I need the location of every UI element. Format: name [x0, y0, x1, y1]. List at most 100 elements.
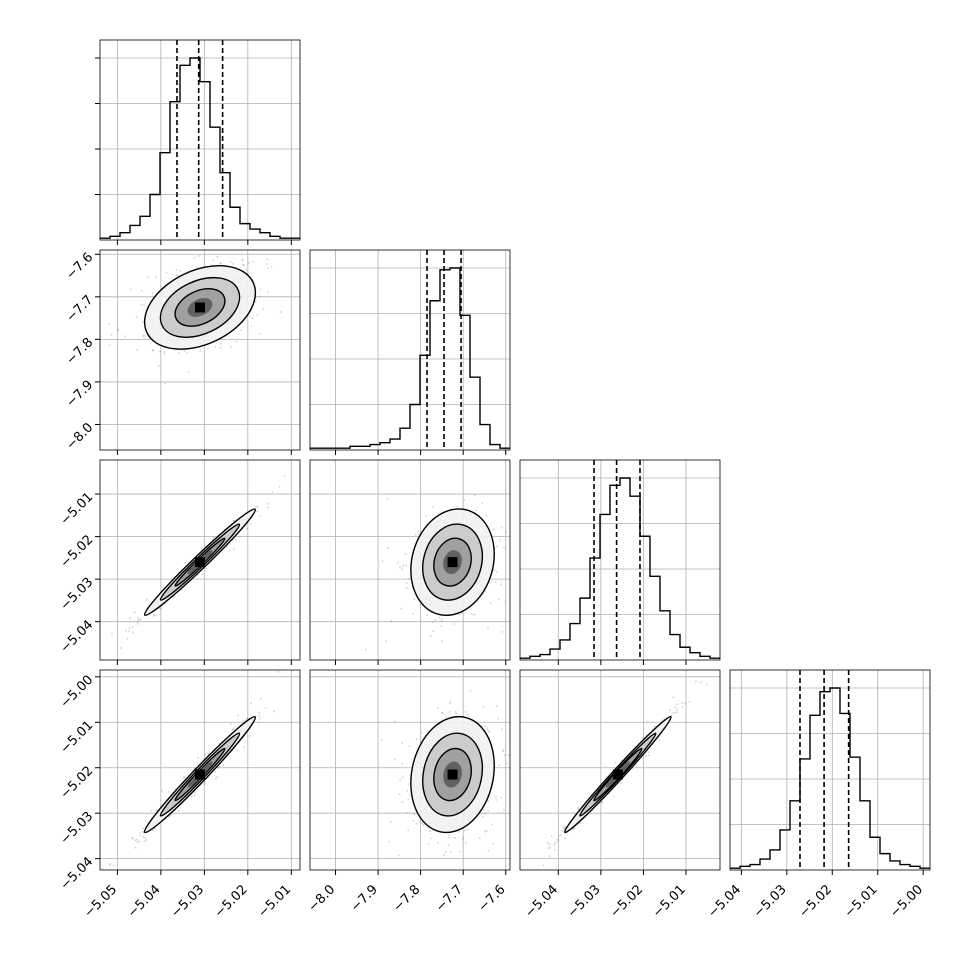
scatter-point: [110, 872, 112, 874]
scatter-point: [264, 707, 267, 710]
scatter-point: [573, 812, 576, 815]
scatter-point: [245, 269, 248, 271]
scatter-point: [265, 263, 268, 265]
scatter-point: [488, 731, 490, 733]
scatter-point: [440, 640, 443, 643]
scatter-point: [466, 713, 469, 716]
scatter-point: [434, 619, 437, 621]
scatter-point: [137, 619, 139, 622]
scatter-panel-3-1: [95, 445, 325, 665]
scatter-point: [387, 547, 390, 549]
scatter-point: [142, 335, 145, 338]
scatter-point: [139, 831, 141, 834]
scatter-point: [250, 325, 253, 328]
scatter-point: [220, 261, 223, 264]
scatter-point: [495, 799, 498, 801]
scatter-point: [380, 739, 383, 741]
scatter-point: [306, 458, 308, 460]
scatter-point: [156, 809, 158, 812]
scatter-point: [388, 840, 391, 843]
scatter-point: [528, 560, 530, 562]
scatter-point: [405, 586, 408, 589]
scatter-point: [136, 621, 139, 624]
scatter-point: [469, 689, 472, 692]
scatter-point: [186, 351, 189, 354]
scatter-point: [233, 519, 235, 522]
scatter-point: [323, 445, 325, 447]
histogram-step: [520, 477, 720, 659]
scatter-point: [229, 346, 232, 349]
scatter-point: [484, 830, 486, 833]
scatter-point: [500, 526, 503, 529]
scatter-point: [447, 844, 450, 847]
panel-frame: [99, 39, 301, 241]
scatter-point: [128, 627, 131, 629]
scatter-point: [448, 834, 451, 836]
scatter-point: [109, 862, 112, 865]
scatter-point: [401, 776, 404, 779]
panel-frame: [729, 669, 931, 871]
panel-frame: [309, 669, 511, 871]
scatter-point: [135, 315, 138, 318]
scatter-point: [257, 721, 260, 724]
scatter-point: [498, 539, 501, 542]
scatter-point: [412, 612, 414, 615]
histogram-step: [310, 267, 510, 449]
scatter-point: [364, 648, 367, 651]
scatter-point: [273, 710, 276, 713]
scatter-point: [197, 756, 200, 759]
scatter-point: [432, 630, 434, 632]
scatter-point: [408, 794, 411, 797]
scatter-point: [455, 712, 458, 715]
panel-frame: [519, 459, 721, 661]
scatter-panel-4-3: [519, 669, 721, 875]
scatter-point: [108, 864, 111, 866]
scatter-panel-3-2: [309, 459, 530, 665]
scatter-point: [412, 819, 415, 822]
scatter-point: [207, 752, 210, 755]
scatter-point: [579, 822, 581, 825]
scatter-point: [448, 836, 451, 839]
scatter-point: [219, 262, 222, 265]
scatter-point: [214, 345, 217, 348]
scatter-point: [135, 838, 138, 841]
scatter-point: [449, 850, 452, 853]
scatter-point: [501, 631, 504, 633]
scatter-point: [463, 499, 466, 501]
scatter-point: [142, 334, 145, 337]
panel-content: [102, 671, 280, 874]
scatter-point: [111, 632, 113, 635]
scatter-point: [486, 728, 489, 731]
scatter-point: [466, 828, 469, 831]
scatter-point: [154, 809, 157, 812]
scatter-point: [386, 498, 389, 500]
scatter-point: [401, 568, 404, 571]
scatter-point: [491, 823, 494, 826]
histogram-step: [730, 687, 930, 869]
scatter-point: [254, 300, 257, 303]
scatter-point: [407, 783, 410, 785]
scatter-point: [418, 820, 421, 823]
scatter-point: [134, 611, 136, 614]
scatter-point: [203, 753, 206, 756]
scatter-point: [267, 506, 269, 509]
scatter-point: [401, 801, 404, 803]
scatter-point: [232, 727, 235, 730]
scatter-point: [481, 502, 484, 504]
scatter-point: [559, 834, 562, 837]
scatter-point: [266, 258, 268, 261]
scatter-point: [497, 717, 500, 720]
scatter-point: [134, 839, 137, 842]
scatter-point: [385, 640, 387, 643]
scatter-panel-4-1: [95, 669, 301, 875]
scatter-point: [242, 263, 245, 266]
scatter-point: [441, 712, 444, 715]
scatter-point: [143, 840, 146, 843]
scatter-point: [255, 505, 257, 507]
scatter-point: [212, 259, 215, 262]
scatter-point: [646, 720, 649, 723]
scatter-point: [242, 719, 245, 722]
scatter-point: [147, 276, 150, 279]
scatter-point: [216, 776, 219, 778]
